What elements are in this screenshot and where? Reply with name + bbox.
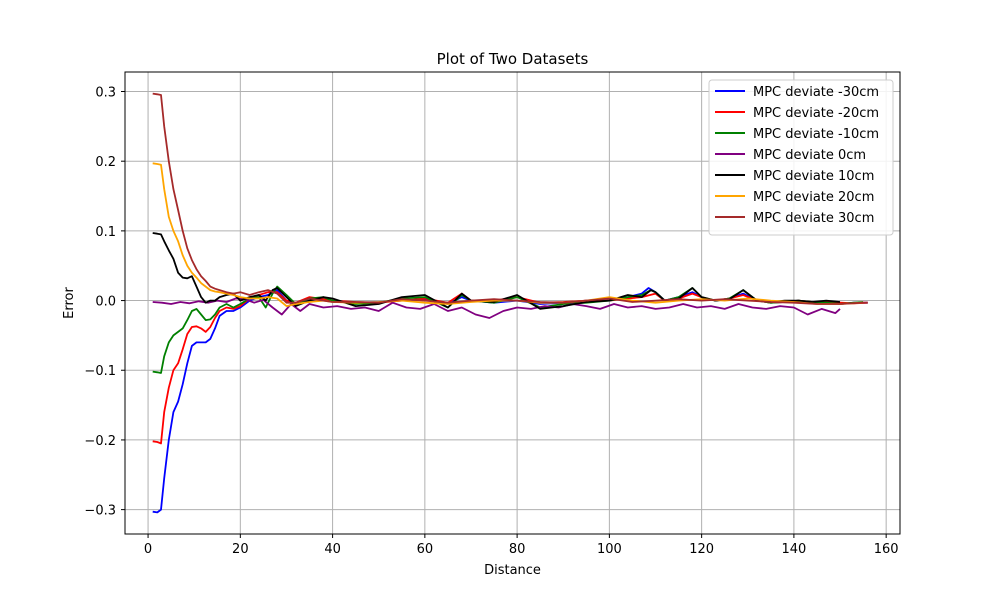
series-group — [152, 92, 868, 514]
series-line-4 — [152, 232, 841, 310]
y-tick-label: −0.2 — [84, 434, 116, 449]
x-tick-label: 60 — [417, 542, 434, 557]
series-line-6 — [152, 92, 868, 305]
y-tick-label: −0.1 — [84, 364, 116, 379]
series-line-0 — [152, 287, 868, 514]
x-tick-label: 80 — [509, 542, 526, 557]
legend: MPC deviate -30cm MPC deviate -20cm MPC de… — [708, 79, 894, 236]
chart-title: Plot of Two Datasets — [437, 50, 589, 68]
legend-label-2: MPC deviate -10cm — [753, 127, 879, 142]
plot-frame — [124, 71, 901, 535]
y-tick-label: −0.3 — [84, 504, 116, 519]
tick-labels: 0 20 40 60 80 100 120 140 160 −0.3 −0.2 −0.1 0.0 0.1 0… — [84, 86, 898, 557]
legend-label-3: MPC deviate 0cm — [753, 148, 866, 163]
x-tick-label: 40 — [324, 542, 341, 557]
legend-label-5: MPC deviate 20cm — [753, 190, 874, 205]
series-line-1 — [152, 291, 868, 445]
legend-label-0: MPC deviate -30cm — [753, 85, 879, 100]
x-axis-label: Distance — [484, 563, 541, 578]
x-tick-label: 100 — [597, 542, 622, 557]
x-tick-label: 120 — [689, 542, 714, 557]
y-axis-label: Error — [62, 287, 77, 319]
legend-label-1: MPC deviate -20cm — [753, 106, 879, 121]
x-tick-label: 160 — [874, 542, 899, 557]
y-tick-label: 0.2 — [95, 155, 116, 170]
x-tick-label: 140 — [781, 542, 806, 557]
y-tick-label: 0.1 — [95, 225, 116, 240]
y-tick-label: 0.3 — [95, 86, 116, 101]
legend-box — [708, 79, 894, 236]
y-tick-label: 0.0 — [95, 295, 116, 310]
legend-label-4: MPC deviate 10cm — [753, 169, 874, 184]
legend-label-6: MPC deviate 30cm — [753, 211, 874, 226]
x-tick-label: 20 — [232, 542, 249, 557]
x-tick-label: 0 — [144, 542, 152, 557]
series-line-5 — [152, 162, 864, 307]
axes — [121, 71, 901, 538]
